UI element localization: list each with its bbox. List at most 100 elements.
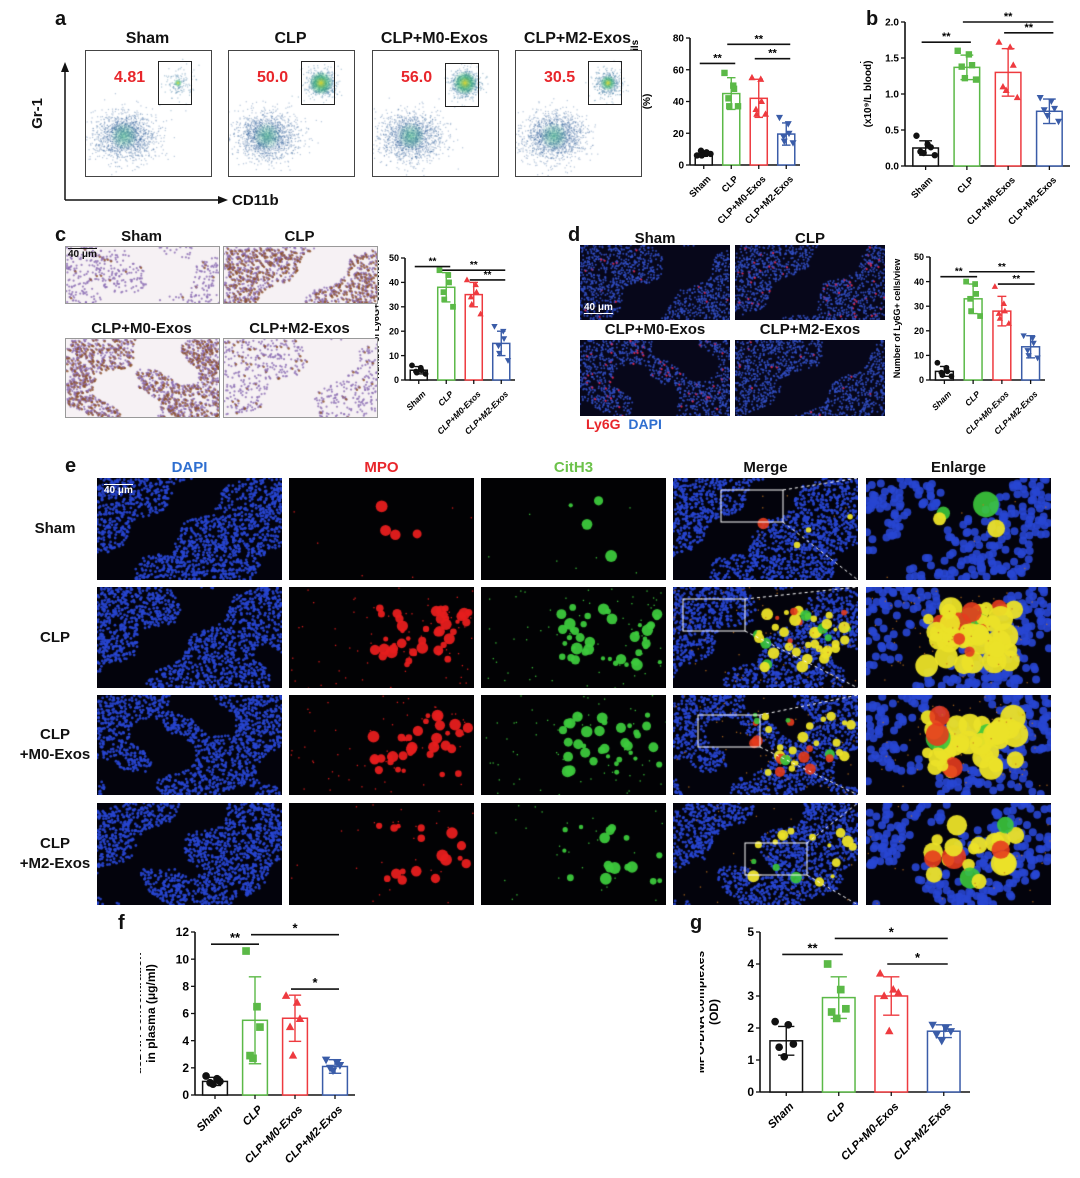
- y-tick-label: 0: [394, 375, 399, 385]
- chart-a-neutrophil-percentage: 020406080Percentage of neutrophils(%)Sha…: [630, 33, 800, 225]
- data-point: [1000, 300, 1008, 307]
- data-point: [934, 359, 941, 366]
- data-point: [780, 138, 788, 146]
- data-point: [249, 1054, 257, 1063]
- significance-label: **: [429, 257, 437, 268]
- data-point: [965, 51, 973, 58]
- x-tick-label: Sham: [930, 389, 954, 413]
- data-point: [209, 1080, 217, 1088]
- x-tick-label: Sham: [909, 175, 935, 201]
- y-tick-label: 0: [919, 375, 924, 385]
- column-header: Merge: [743, 459, 788, 476]
- if-image-title: Sham: [634, 230, 676, 247]
- enlarge-image: [866, 803, 1051, 905]
- data-point: [422, 371, 429, 377]
- dapi-image: [97, 803, 282, 905]
- data-point: [954, 47, 961, 54]
- significance-label: **: [713, 52, 722, 64]
- bar-clp-m0-exos: [994, 71, 1022, 167]
- ihc-lung-image: [223, 246, 378, 304]
- data-point: [467, 293, 475, 300]
- data-point: [999, 82, 1007, 90]
- data-point: [889, 984, 898, 993]
- neutrophil-gate: [588, 61, 622, 105]
- y-tick-label: 0: [747, 1085, 754, 1099]
- data-point: [295, 1014, 305, 1023]
- significance-label: *: [915, 950, 921, 965]
- data-point: [927, 144, 934, 151]
- row-label: CLP: [5, 628, 105, 648]
- ihc-image-title: CLP+M0-Exos: [91, 320, 192, 337]
- x-tick-label: Sham: [404, 389, 428, 413]
- if-image-title: CLP+M2-Exos: [759, 321, 861, 338]
- ihc-lung-image: [65, 246, 220, 304]
- y-tick-label: 6: [182, 1007, 189, 1021]
- significance-label: **: [807, 940, 818, 955]
- data-point: [780, 1052, 789, 1061]
- data-point: [463, 276, 471, 283]
- data-point: [1029, 335, 1036, 342]
- data-point: [491, 324, 498, 330]
- data-point: [784, 121, 792, 128]
- dapi-image: [97, 587, 282, 688]
- y-tick-label: 2.0: [885, 18, 899, 29]
- row-label: CLP +M0-Exos: [5, 725, 105, 765]
- flow-axes-arrows: [61, 62, 228, 204]
- data-point: [842, 1004, 850, 1013]
- data-point: [726, 103, 733, 110]
- data-point: [256, 1023, 264, 1031]
- chart-b-neutrophil-count: 0.0 0.5 1.0 1.5 2.0 Number of neutrophils (x10…: [860, 11, 1070, 225]
- data-point: [730, 85, 738, 92]
- flow-plot: 4.81: [85, 50, 212, 177]
- panel-label-a: a: [55, 8, 67, 30]
- data-point: [1024, 348, 1031, 354]
- data-point: [450, 303, 456, 310]
- mpo-image: [289, 587, 474, 688]
- data-point: [784, 1020, 793, 1029]
- data-point: [1005, 319, 1013, 326]
- chart-f-dsdna: 0 2 4 6 8 10 12 dsDNA concentration in plasma (μ…: [140, 921, 355, 1166]
- data-point: [725, 95, 732, 102]
- flow-y-axis-label: Gr-1: [28, 98, 46, 129]
- ihc-lung-image: [65, 338, 220, 418]
- data-point: [216, 1077, 224, 1086]
- data-point: [500, 328, 507, 335]
- flow-x-axis-label: CD11b: [232, 192, 279, 209]
- y-tick-label: 5: [747, 925, 754, 939]
- mpo-image: [289, 478, 474, 580]
- data-point: [707, 150, 714, 158]
- gate-percentage: 4.81: [114, 69, 146, 86]
- y-axis-label: Number of neutrophils: [860, 40, 862, 148]
- data-point: [885, 1026, 894, 1035]
- data-point: [968, 308, 975, 314]
- enlarge-image: [866, 478, 1051, 580]
- data-point: [937, 1037, 946, 1046]
- column-header: Enlarge: [930, 459, 987, 476]
- ihc-image-title: CLP+M2-Exos: [249, 320, 350, 337]
- scale-bar-label: 40 μm: [68, 248, 97, 260]
- y-tick-label: 20: [914, 326, 924, 336]
- flow-scatter: [516, 51, 641, 176]
- y-tick-label: 8: [182, 980, 189, 994]
- enlarge-image: [866, 587, 1051, 688]
- ihc-image-title: Sham: [121, 228, 162, 245]
- row-label-line1: CLP: [40, 628, 70, 646]
- data-point: [775, 114, 783, 122]
- data-point: [1013, 93, 1021, 101]
- data-point: [977, 313, 983, 319]
- data-point: [697, 147, 705, 154]
- ihc-lung-image: [223, 338, 378, 418]
- data-point: [961, 74, 969, 82]
- ly6g-dapi-legend: Ly6G DAPI: [586, 416, 662, 432]
- y-tick-label: 40: [914, 277, 924, 287]
- y-tick-label: 3: [747, 989, 754, 1003]
- y-tick-label: 30: [389, 302, 399, 312]
- data-point: [771, 1017, 779, 1026]
- significance-label: **: [942, 31, 951, 43]
- data-point: [832, 1014, 841, 1023]
- y-tick-label: 4: [747, 957, 754, 971]
- data-point: [946, 1028, 956, 1036]
- panel-label-c: c: [55, 224, 67, 246]
- y-tick-label: 1.5: [885, 54, 899, 65]
- significance-label: **: [768, 48, 777, 60]
